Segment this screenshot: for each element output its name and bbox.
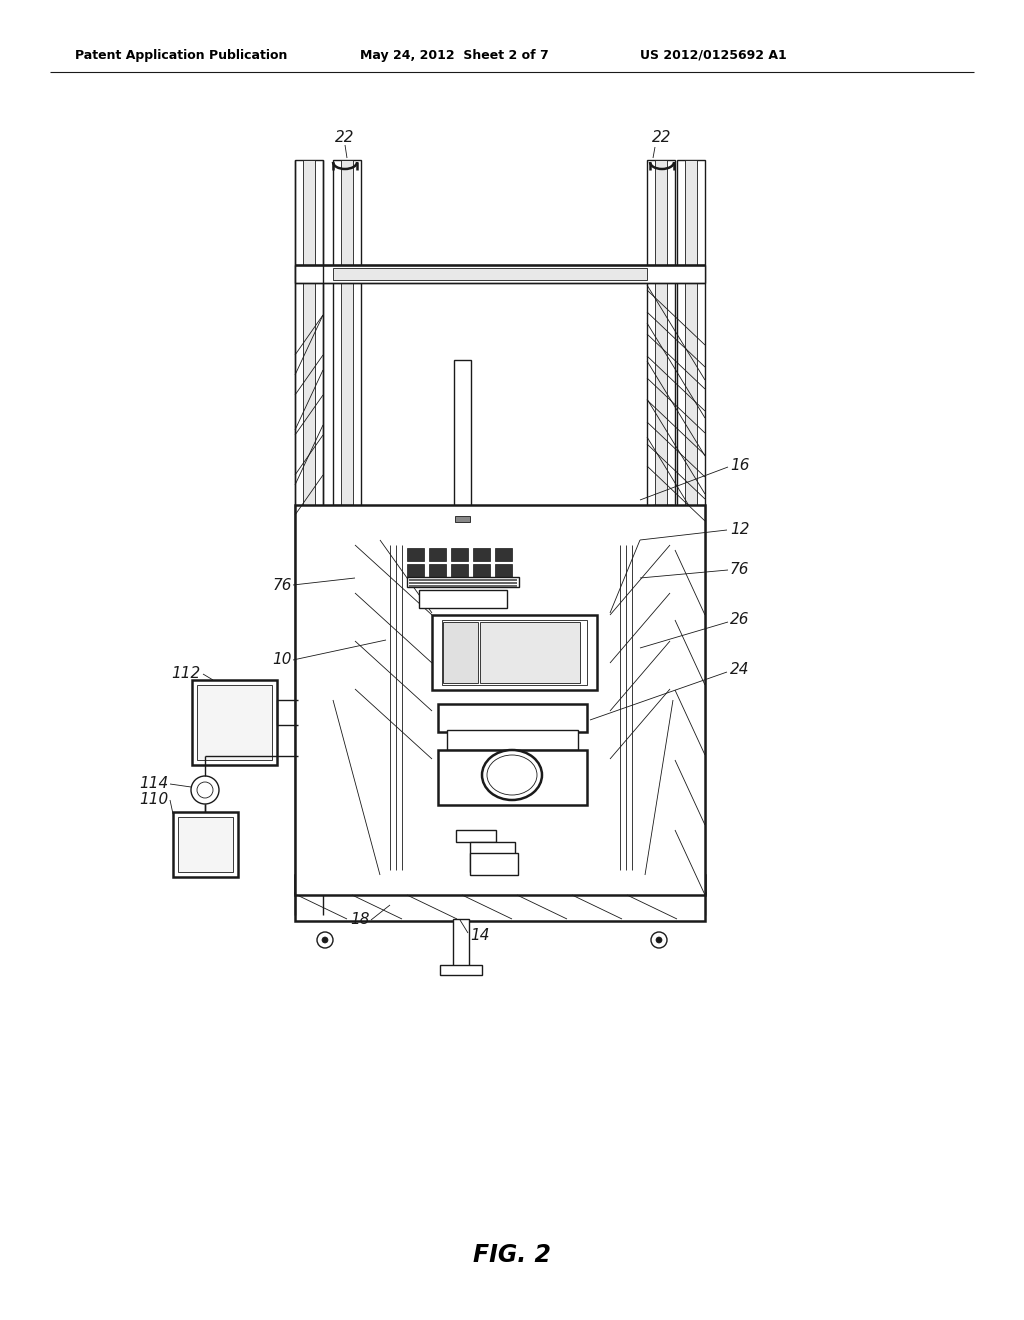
Bar — [420, 803, 605, 818]
Bar — [655, 160, 667, 915]
Text: 114: 114 — [138, 776, 168, 792]
Text: 76: 76 — [730, 562, 750, 578]
Bar — [341, 160, 353, 915]
Bar — [383, 543, 642, 609]
Bar — [495, 548, 512, 561]
Bar — [480, 622, 580, 682]
Bar — [440, 965, 482, 975]
Text: US 2012/0125692 A1: US 2012/0125692 A1 — [640, 49, 786, 62]
Bar — [653, 506, 673, 890]
Bar — [407, 577, 519, 587]
Text: 16: 16 — [730, 458, 750, 473]
Bar — [455, 516, 470, 521]
Text: 12: 12 — [730, 523, 750, 537]
Bar — [685, 160, 697, 915]
Text: 18: 18 — [350, 912, 370, 928]
Bar — [442, 620, 587, 685]
Bar — [365, 528, 660, 546]
Bar — [193, 680, 278, 766]
Text: 24: 24 — [730, 663, 750, 677]
Bar — [453, 919, 469, 969]
Bar — [295, 506, 705, 895]
Bar — [333, 878, 673, 890]
Bar — [173, 812, 238, 876]
Bar — [640, 540, 670, 595]
Text: 110: 110 — [138, 792, 168, 808]
Bar — [451, 548, 468, 561]
Bar — [470, 842, 515, 873]
Bar — [454, 360, 471, 515]
Bar — [407, 548, 424, 561]
Text: FIG. 2: FIG. 2 — [473, 1243, 551, 1267]
Bar — [303, 160, 315, 915]
Bar — [473, 548, 490, 561]
Circle shape — [656, 937, 662, 942]
Bar — [178, 817, 233, 873]
Bar — [333, 268, 647, 280]
Text: 22: 22 — [335, 129, 354, 144]
Text: 26: 26 — [730, 612, 750, 627]
Bar — [451, 564, 468, 577]
Bar — [295, 160, 323, 915]
Ellipse shape — [487, 755, 537, 795]
Bar — [438, 704, 587, 733]
Bar — [643, 543, 667, 591]
Ellipse shape — [482, 750, 542, 800]
Bar — [470, 853, 518, 875]
Bar — [647, 160, 675, 915]
Bar — [355, 540, 385, 595]
Bar — [409, 585, 517, 587]
Bar — [358, 543, 382, 591]
Bar — [429, 548, 446, 561]
Circle shape — [322, 937, 328, 942]
Bar — [295, 894, 705, 921]
Bar — [409, 582, 517, 583]
Bar — [677, 160, 705, 915]
Bar — [458, 873, 528, 882]
Bar — [295, 875, 705, 894]
Bar — [409, 579, 517, 581]
Bar — [388, 704, 440, 758]
Bar — [443, 622, 478, 682]
Bar — [432, 615, 597, 690]
Bar — [197, 685, 272, 760]
Bar — [407, 564, 424, 577]
Bar — [333, 160, 361, 915]
Bar — [473, 564, 490, 577]
Bar — [420, 818, 605, 830]
Bar — [495, 564, 512, 577]
Bar — [396, 545, 408, 870]
Bar — [638, 540, 648, 875]
Bar — [295, 265, 705, 282]
Bar — [419, 590, 507, 609]
Text: 14: 14 — [470, 928, 489, 942]
Text: Patent Application Publication: Patent Application Publication — [75, 49, 288, 62]
Bar — [429, 564, 446, 577]
Bar — [616, 545, 628, 870]
Text: 76: 76 — [272, 578, 292, 593]
Bar — [438, 750, 587, 805]
Text: 112: 112 — [171, 665, 200, 681]
Bar — [333, 506, 353, 890]
Bar — [415, 692, 610, 704]
Bar — [376, 540, 386, 875]
Bar — [447, 730, 578, 750]
Text: May 24, 2012  Sheet 2 of 7: May 24, 2012 Sheet 2 of 7 — [360, 49, 549, 62]
Bar — [468, 882, 518, 890]
Bar — [456, 830, 496, 842]
Bar — [451, 520, 474, 528]
Text: 22: 22 — [652, 129, 672, 144]
Bar — [447, 508, 478, 520]
Text: 10: 10 — [272, 652, 292, 668]
Bar — [585, 704, 637, 758]
